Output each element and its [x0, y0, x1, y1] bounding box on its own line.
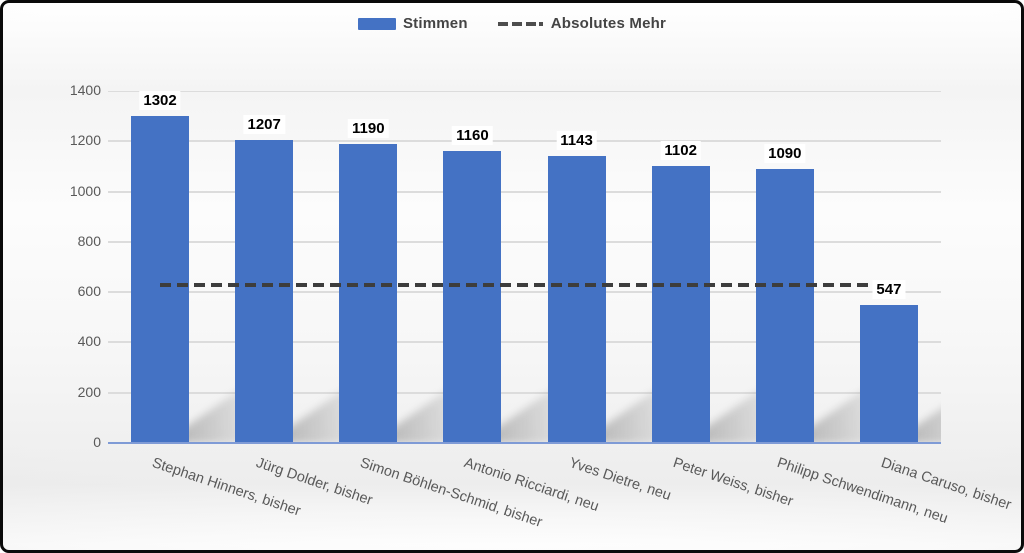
y-tick-label: 1000	[69, 182, 101, 199]
legend-label-stimmen: Stimmen	[402, 15, 468, 32]
bar	[131, 115, 190, 443]
y-tick-label: 400	[77, 333, 101, 350]
gridline	[108, 391, 941, 394]
gridline	[108, 140, 941, 143]
bar-value-label: 1160	[452, 126, 493, 146]
gridline	[108, 240, 941, 243]
bar-value-label: 1102	[660, 140, 701, 160]
bar	[235, 139, 294, 443]
y-tick-label: 600	[77, 283, 101, 300]
dashed-line-swatch-icon	[497, 21, 544, 26]
legend-item-stimmen: Stimmen	[357, 15, 468, 32]
gridline	[108, 91, 941, 92]
x-axis-line	[108, 442, 941, 444]
gridline	[108, 341, 941, 344]
category-label: Philipp Schwendimann, neu	[774, 455, 950, 527]
bar	[755, 168, 814, 443]
plot-area	[108, 91, 941, 443]
legend-label-absolutes-mehr: Absolutes Mehr	[550, 15, 667, 32]
y-tick-label: 800	[77, 232, 101, 249]
bar	[651, 165, 710, 443]
y-tick-label: 200	[77, 383, 101, 400]
y-tick-label: 1200	[69, 132, 101, 149]
bar	[859, 305, 918, 443]
legend: Stimmen Absolutes Mehr	[3, 15, 1021, 32]
bar	[339, 143, 398, 443]
y-tick-label: 0	[93, 434, 101, 450]
gridline	[108, 291, 941, 294]
y-tick-label: 1400	[69, 82, 101, 98]
bar-value-label: 1090	[764, 143, 806, 163]
bar-value-label: 1207	[243, 114, 285, 134]
category-label: Simon Böhlen-Schmid, bisher	[358, 455, 545, 531]
bar	[443, 151, 502, 443]
legend-item-absolutes-mehr: Absolutes Mehr	[497, 15, 667, 32]
bar	[547, 155, 606, 443]
bar-value-label: 1190	[348, 118, 389, 138]
gridline	[108, 190, 941, 193]
absolutes-mehr-line	[160, 282, 889, 287]
bar-value-label: 1143	[556, 130, 597, 150]
bar-value-label: 547	[872, 280, 906, 300]
bar-swatch-icon	[357, 17, 396, 30]
bar-value-label: 1302	[139, 90, 181, 110]
